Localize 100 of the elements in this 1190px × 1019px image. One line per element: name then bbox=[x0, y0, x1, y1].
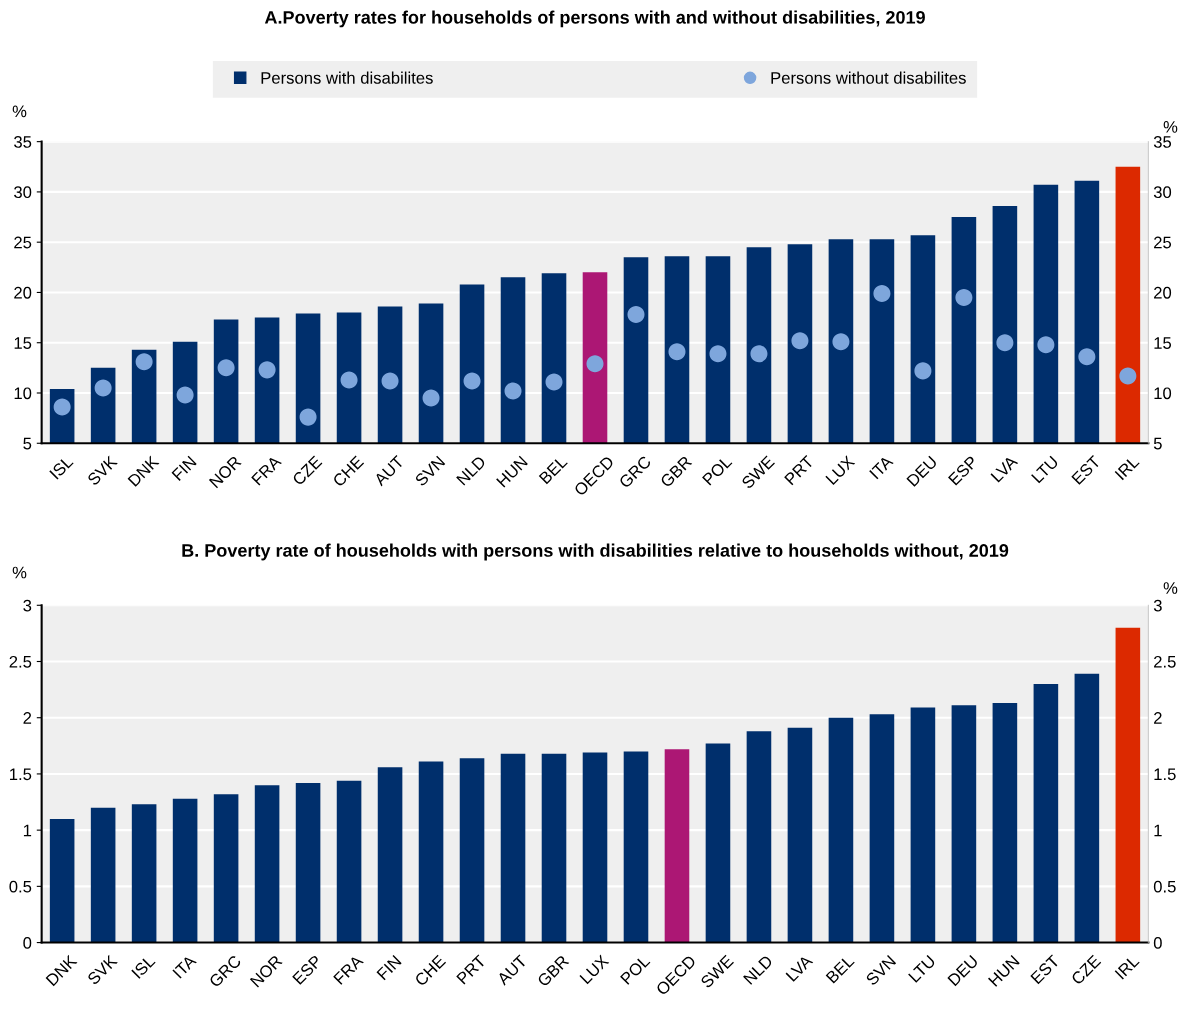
x-tick-label: LVA bbox=[785, 954, 814, 982]
y-axis-title: % bbox=[12, 105, 27, 118]
y-tick-label: 35 bbox=[14, 136, 32, 148]
y2-tick-label: 10 bbox=[1154, 387, 1172, 400]
bar bbox=[336, 780, 362, 943]
bar bbox=[295, 782, 321, 943]
bar bbox=[705, 743, 731, 943]
bar bbox=[459, 758, 485, 943]
x-tick-label: FIN bbox=[171, 455, 197, 481]
y-tick-label: 15 bbox=[14, 337, 32, 349]
y-tick-label: 1.5 bbox=[10, 768, 32, 781]
bar bbox=[500, 753, 526, 943]
x-tick-label: FRA bbox=[333, 954, 364, 985]
point bbox=[545, 373, 563, 391]
y2-tick-label: 0 bbox=[1153, 936, 1162, 949]
bar bbox=[869, 714, 895, 943]
bar bbox=[49, 818, 75, 943]
bar bbox=[1074, 673, 1100, 943]
x-tick-label: BEL bbox=[825, 954, 855, 984]
point bbox=[955, 288, 973, 306]
y2-tick-label: 15 bbox=[1154, 337, 1172, 349]
y2-tick-label: 35 bbox=[1153, 136, 1172, 148]
point bbox=[1078, 348, 1096, 366]
point bbox=[914, 362, 932, 380]
bar bbox=[787, 727, 813, 943]
x-tick-label: BEL bbox=[538, 455, 568, 485]
chart-title: A.Poverty rates for households of persons with and without disabilities, 2019 bbox=[264, 10, 925, 28]
point bbox=[627, 306, 645, 324]
point bbox=[299, 408, 317, 426]
bar bbox=[664, 749, 690, 943]
x-tick-label: IRL bbox=[1114, 455, 1140, 481]
x-tick-label: LTU bbox=[908, 955, 936, 983]
x-tick-label: POL bbox=[619, 954, 651, 985]
point bbox=[135, 353, 153, 371]
x-tick-label: ITA bbox=[172, 954, 197, 979]
bar bbox=[951, 705, 977, 943]
bar bbox=[541, 753, 567, 943]
point bbox=[1119, 367, 1137, 385]
chart-title: B. Poverty rate of households with persons with disabilities relative to households without, 2019 bbox=[182, 543, 1009, 561]
bar bbox=[623, 751, 649, 943]
y-tick-label: 5 bbox=[23, 437, 32, 450]
point bbox=[217, 359, 235, 377]
point bbox=[381, 372, 399, 390]
point bbox=[422, 389, 440, 407]
point bbox=[176, 386, 194, 404]
point bbox=[996, 334, 1014, 352]
point bbox=[668, 343, 686, 361]
y-tick-label: 2.5 bbox=[9, 655, 32, 668]
point bbox=[340, 371, 358, 389]
y2-tick-label: 2 bbox=[1154, 712, 1162, 724]
bar bbox=[131, 804, 157, 943]
y-tick-label: 25 bbox=[14, 236, 32, 249]
x-tick-label: IRL bbox=[1114, 954, 1140, 980]
y-axis-title: % bbox=[12, 566, 27, 579]
y2-tick-label: 1.5 bbox=[1154, 768, 1176, 781]
bar bbox=[746, 731, 772, 943]
point bbox=[873, 284, 891, 302]
bar bbox=[213, 794, 239, 943]
y-tick-label: 20 bbox=[14, 286, 32, 299]
x-tick-label: ISL bbox=[131, 954, 156, 979]
bar bbox=[910, 707, 936, 943]
bar bbox=[828, 717, 854, 943]
x-tick-label: FRA bbox=[251, 454, 282, 486]
x-tick-label: FIN bbox=[376, 955, 402, 981]
bar bbox=[377, 767, 403, 943]
x-tick-label: CZE bbox=[291, 455, 323, 486]
x-tick-label: LVA bbox=[990, 454, 1019, 483]
bar bbox=[172, 798, 198, 943]
bar bbox=[992, 703, 1018, 943]
y2-tick-label: 25 bbox=[1154, 236, 1172, 249]
point bbox=[463, 372, 481, 390]
point bbox=[1037, 336, 1055, 354]
y2-tick-label: 0.5 bbox=[1153, 880, 1176, 893]
point bbox=[832, 333, 850, 351]
bar bbox=[254, 785, 280, 943]
point bbox=[586, 355, 604, 373]
bar bbox=[1115, 627, 1141, 943]
y2-axis-title: % bbox=[1163, 582, 1178, 594]
y-tick-label: 1 bbox=[23, 824, 32, 837]
y2-axis-title: % bbox=[1163, 121, 1178, 133]
y2-tick-label: 30 bbox=[1153, 186, 1172, 199]
y2-tick-label: 1 bbox=[1154, 824, 1162, 837]
y2-tick-label: 2.5 bbox=[1154, 655, 1176, 668]
bar bbox=[418, 761, 444, 943]
point bbox=[258, 361, 276, 379]
y-tick-label: 3 bbox=[23, 599, 32, 612]
bar bbox=[1033, 683, 1059, 943]
y2-tick-label: 20 bbox=[1154, 286, 1172, 299]
y2-tick-label: 5 bbox=[1153, 437, 1162, 450]
y-tick-label: 0.5 bbox=[9, 880, 32, 893]
legend-label: Persons without disabilites bbox=[771, 71, 966, 84]
point bbox=[750, 345, 768, 363]
x-tick-label: ITA bbox=[869, 454, 894, 480]
x-tick-label: ISL bbox=[49, 455, 74, 480]
y-tick-label: 2 bbox=[23, 712, 32, 724]
point bbox=[791, 332, 809, 350]
x-tick-label: LTU bbox=[1031, 455, 1059, 484]
y-tick-label: 10 bbox=[14, 387, 32, 400]
bar bbox=[582, 752, 608, 943]
x-tick-label: POL bbox=[701, 455, 733, 486]
